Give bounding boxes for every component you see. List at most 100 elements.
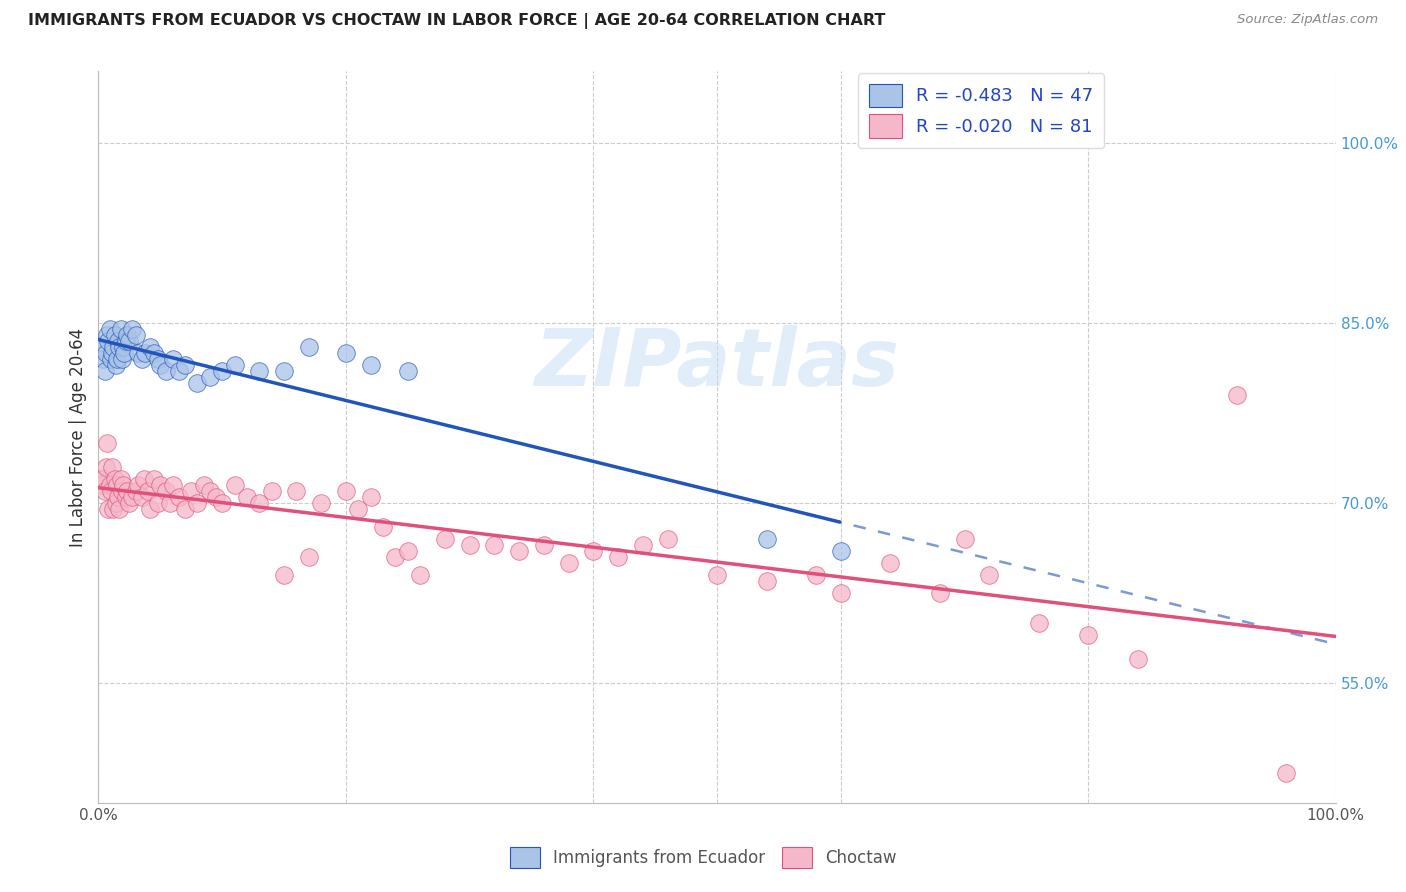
Point — [830, 544, 852, 558]
Point — [347, 502, 370, 516]
Text: Source: ZipAtlas.com: Source: ZipAtlas.com — [1237, 13, 1378, 27]
Point — [180, 483, 202, 498]
Point — [114, 490, 136, 504]
Point — [124, 483, 146, 498]
Point — [98, 478, 121, 492]
Point — [98, 322, 121, 336]
Point — [100, 352, 122, 367]
Point — [607, 549, 630, 564]
Point — [205, 490, 228, 504]
Point — [111, 352, 134, 367]
Point — [174, 358, 197, 372]
Point — [879, 556, 901, 570]
Point — [396, 544, 419, 558]
Point — [309, 496, 332, 510]
Point — [96, 436, 118, 450]
Point — [134, 346, 156, 360]
Point — [484, 538, 506, 552]
Point — [582, 544, 605, 558]
Point — [979, 568, 1001, 582]
Point — [335, 346, 357, 360]
Point — [236, 490, 259, 504]
Point — [167, 364, 190, 378]
Point — [508, 544, 530, 558]
Point — [108, 340, 131, 354]
Legend: Immigrants from Ecuador, Choctaw: Immigrants from Ecuador, Choctaw — [503, 840, 903, 875]
Point — [273, 568, 295, 582]
Point — [247, 496, 270, 510]
Point — [111, 483, 134, 498]
Point — [97, 334, 120, 348]
Point — [105, 352, 128, 367]
Point — [1126, 652, 1149, 666]
Point — [104, 358, 127, 372]
Point — [94, 460, 117, 475]
Point — [136, 483, 159, 498]
Point — [162, 352, 184, 367]
Point — [1275, 765, 1298, 780]
Point — [1226, 388, 1249, 402]
Point — [93, 472, 115, 486]
Text: ZIPatlas: ZIPatlas — [534, 325, 900, 403]
Point — [706, 568, 728, 582]
Point — [186, 376, 208, 391]
Point — [131, 352, 153, 367]
Point — [755, 574, 778, 588]
Point — [371, 520, 394, 534]
Point — [112, 340, 135, 354]
Point — [103, 472, 125, 486]
Point — [131, 490, 153, 504]
Point — [96, 328, 118, 343]
Point — [657, 532, 679, 546]
Point — [143, 472, 166, 486]
Point — [127, 478, 149, 492]
Point — [533, 538, 555, 552]
Point — [93, 352, 115, 367]
Point — [118, 334, 141, 348]
Point — [103, 328, 125, 343]
Point — [193, 478, 215, 492]
Point — [285, 483, 308, 498]
Point — [211, 496, 233, 510]
Point — [433, 532, 456, 546]
Point — [155, 483, 177, 498]
Point — [335, 483, 357, 498]
Point — [110, 472, 132, 486]
Point — [115, 328, 138, 343]
Point — [155, 364, 177, 378]
Point — [112, 478, 135, 492]
Point — [211, 364, 233, 378]
Point — [224, 478, 246, 492]
Point — [159, 496, 181, 510]
Point — [198, 483, 221, 498]
Point — [458, 538, 481, 552]
Point — [101, 346, 124, 360]
Point — [298, 549, 321, 564]
Point — [360, 490, 382, 504]
Point — [384, 549, 406, 564]
Point — [97, 502, 120, 516]
Point — [105, 478, 128, 492]
Point — [273, 364, 295, 378]
Point — [167, 490, 190, 504]
Point — [162, 478, 184, 492]
Point — [953, 532, 976, 546]
Point — [146, 496, 169, 510]
Point — [100, 483, 122, 498]
Point — [118, 496, 141, 510]
Point — [830, 586, 852, 600]
Point — [396, 364, 419, 378]
Point — [143, 346, 166, 360]
Point — [247, 364, 270, 378]
Point — [107, 334, 129, 348]
Point — [121, 322, 143, 336]
Point — [121, 490, 143, 504]
Point — [149, 358, 172, 372]
Y-axis label: In Labor Force | Age 20-64: In Labor Force | Age 20-64 — [69, 327, 87, 547]
Point — [409, 568, 432, 582]
Point — [103, 340, 125, 354]
Point — [103, 502, 125, 516]
Point — [93, 483, 115, 498]
Point — [224, 358, 246, 372]
Point — [93, 364, 115, 378]
